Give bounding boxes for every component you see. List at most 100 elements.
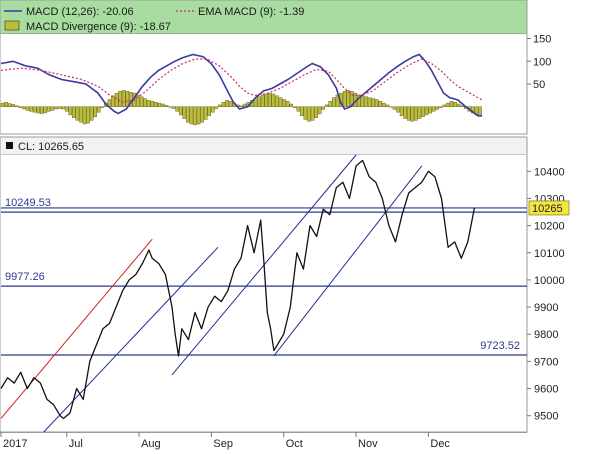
macd-histogram-bar: [410, 106, 415, 122]
price-plot-area: [0, 136, 528, 433]
macd-histogram-bar: [449, 101, 454, 107]
macd-histogram-bar: [424, 106, 429, 116]
macd-histogram-bar: [357, 94, 361, 107]
macd-histogram-bar: [75, 106, 80, 121]
macd-legend-label: MACD (12,26): -20.06: [26, 6, 134, 18]
macd-histogram-bar: [64, 106, 69, 112]
macd-histogram-bar: [50, 106, 55, 111]
macd-histogram-bar: [32, 106, 37, 113]
macd-histogram-bar: [296, 106, 301, 112]
macd-histogram-bar: [86, 106, 90, 124]
macd-histogram-bar: [325, 104, 329, 107]
macd-histogram-bar: [54, 106, 58, 110]
macd-histogram-bar: [157, 102, 162, 107]
macd-histogram-bar: [371, 98, 375, 107]
macd-histogram-bar: [460, 105, 464, 107]
macd-histogram-bar: [385, 104, 390, 107]
horizontal-levels: 10249.53 9977.26 9723.52: [1, 197, 527, 356]
macd-histogram-bar: [271, 93, 276, 107]
macd-histogram-bar: [389, 106, 393, 108]
macd-histogram-bar: [200, 106, 204, 123]
macd-histogram-bar: [439, 106, 443, 108]
macd-histogram-bar: [72, 106, 76, 118]
last-price-box: [528, 200, 570, 216]
macd-histogram-bar: [300, 106, 304, 117]
macd-histogram-bar: [47, 106, 51, 112]
macd-histogram-bar: [186, 106, 190, 123]
macd-histogram-bar: [406, 106, 411, 121]
macd-histogram-bar: [175, 106, 179, 112]
x-tick-label: Jul: [69, 438, 83, 450]
divergence-legend-swatch: [4, 20, 20, 31]
trendline: [273, 165, 423, 357]
macd-histogram-bar: [96, 106, 101, 113]
macd-histogram-bar: [346, 90, 350, 107]
macd-histogram-bar: [446, 102, 450, 107]
macd-histogram-bar: [193, 106, 197, 126]
macd-histogram-bar: [268, 92, 272, 107]
macd-histogram-bar: [314, 106, 318, 118]
macd-histogram-bar: [260, 94, 265, 107]
macd-histogram-bar: [414, 106, 418, 121]
macd-histogram-bar: [0, 102, 5, 107]
macd-histogram-bar: [125, 91, 130, 107]
macd-histogram-bar: [453, 101, 457, 107]
macd-histogram-bar: [118, 91, 122, 107]
macd-histogram-bar: [189, 106, 194, 125]
macd-histogram-bar: [154, 101, 158, 107]
macd-histogram-bar: [114, 92, 119, 107]
macd-histogram-bar: [221, 101, 226, 107]
macd-histogram-bar: [7, 103, 12, 107]
macd-histogram-bar: [243, 103, 247, 107]
macd-histogram-bar: [321, 106, 326, 110]
price-y-tick-label: 10200: [534, 221, 565, 233]
macd-histogram-bar: [182, 106, 187, 119]
macd-histogram-bar: [431, 106, 436, 112]
macd-histogram-bar: [161, 103, 165, 107]
macd-histogram-bar: [328, 101, 333, 107]
macd-histogram-bar: [89, 106, 94, 121]
macd-histogram-bar: [349, 91, 354, 107]
macd-histogram-bar: [310, 106, 315, 121]
macd-histogram-bar: [292, 106, 297, 108]
macd-histogram: [0, 90, 482, 126]
macd-histogram-bar: [22, 106, 26, 110]
macd-histogram-bar: [342, 91, 347, 107]
macd-lines: [0, 53, 483, 117]
cl-header: [0, 137, 527, 155]
x-tick-label: Aug: [141, 438, 161, 450]
macd-histogram-bar: [228, 101, 233, 107]
macd-histogram-bar: [278, 97, 283, 107]
macd-histogram-bar: [218, 104, 222, 107]
macd-histogram-bar: [15, 105, 19, 107]
macd-histogram-bar: [478, 106, 482, 117]
macd-histogram-bar: [367, 97, 372, 107]
macd-histogram-bar: [146, 100, 151, 107]
price-y-axis: 1040010300102001010010000990098009700960…: [527, 166, 565, 423]
macd-y-tick-label: 100: [533, 56, 551, 68]
macd-histogram-bar: [82, 106, 87, 125]
macd-histogram-bar: [364, 96, 368, 107]
macd-histogram-bar: [196, 106, 201, 125]
last-price-marker: 10265: [528, 200, 570, 216]
macd-histogram-bar: [211, 106, 215, 113]
macd-histogram-bar: [456, 103, 461, 107]
price-y-tick-label: 9800: [534, 329, 558, 341]
price-line: [0, 159, 476, 420]
macd-histogram-bar: [335, 94, 340, 107]
macd-histogram-bar: [378, 101, 383, 107]
divergence-legend-label: MACD Divergence (9): -18.67: [26, 21, 171, 33]
macd-histogram-bar: [121, 90, 126, 107]
price-y-tick-label: 10000: [534, 275, 565, 287]
macd-histogram-bar: [18, 106, 23, 108]
macd-y-axis: 150 100 50: [527, 34, 551, 91]
trendline: [0, 238, 153, 419]
macd-histogram-bar: [382, 102, 386, 107]
macd-panel: MACD (12,26): -20.06 EMA MACD (9): -1.39…: [0, 0, 551, 135]
macd-histogram-bar: [374, 99, 379, 107]
macd-histogram-bar: [275, 95, 279, 107]
macd-histogram-bar: [392, 106, 397, 110]
macd-histogram-bar: [111, 95, 115, 107]
level-label: 9723.52: [480, 340, 520, 352]
macd-histogram-bar: [39, 106, 44, 114]
